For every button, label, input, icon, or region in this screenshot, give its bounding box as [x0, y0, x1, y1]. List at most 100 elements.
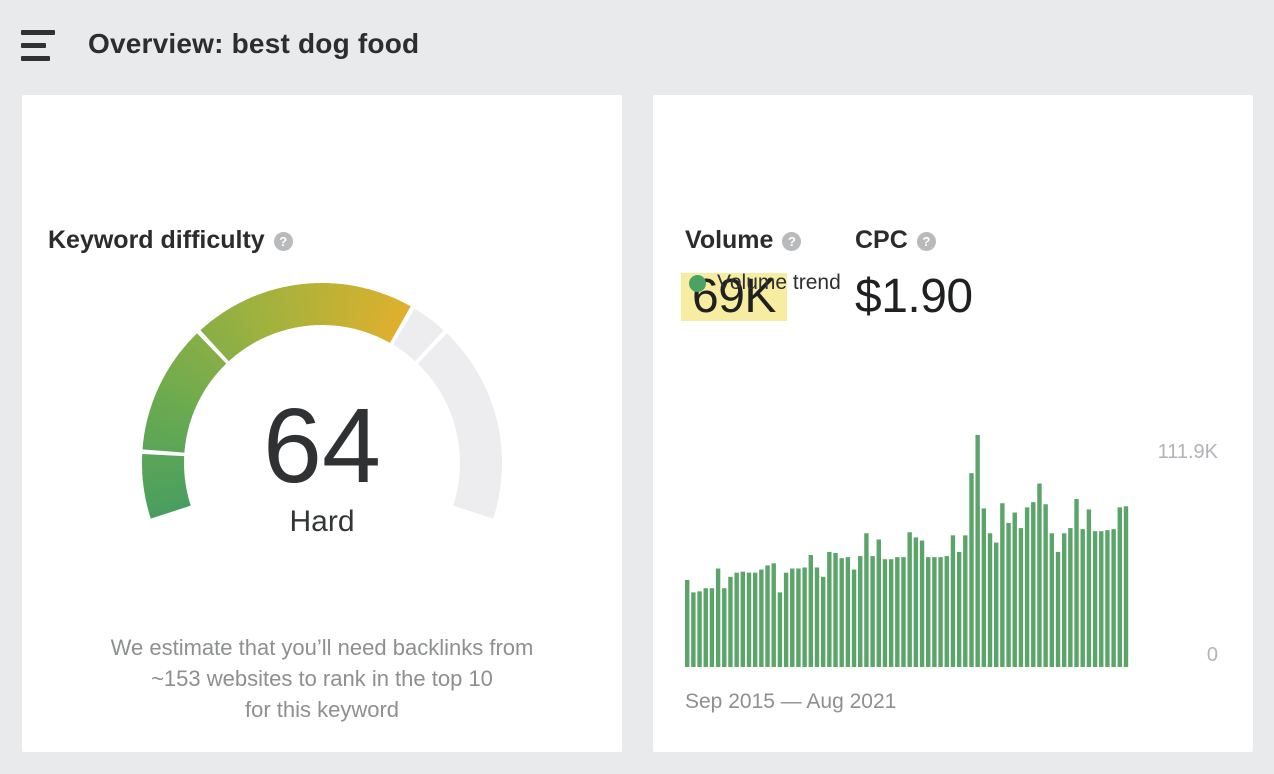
volume-title: Volume: [685, 226, 774, 254]
page-title: Overview: best dog food: [88, 28, 420, 59]
gauge-segment: [153, 390, 196, 414]
volume-bar: [814, 567, 820, 667]
difficulty-description-line: ~153 websites to rank in the top 10: [151, 666, 493, 691]
gauge-segment: [314, 282, 324, 326]
gauge-segment: [210, 316, 242, 355]
gauge-segment: [295, 283, 308, 327]
volume-bar: [839, 558, 844, 667]
gauge-segment: [143, 434, 186, 448]
volume-bar: [919, 540, 925, 667]
gauge-segment: [142, 441, 186, 453]
gauge-segment: [145, 489, 188, 507]
gauge-segment: [156, 384, 198, 409]
gauge-segment: [238, 299, 264, 341]
gauge-segment: [326, 283, 337, 326]
gauge-segment: [366, 292, 389, 335]
volume-bar: [1074, 499, 1079, 667]
volume-trend-legend: Volume trend: [689, 271, 841, 295]
volume-bar: [1117, 507, 1122, 667]
volume-bar: [975, 435, 980, 667]
volume-bar: [1105, 530, 1110, 667]
difficulty-description: We estimate that you’ll need backlinks f…: [22, 632, 622, 725]
volume-bar: [765, 565, 770, 667]
gauge-segment: [342, 284, 357, 328]
volume-bar: [969, 473, 974, 667]
volume-bar: [728, 576, 733, 667]
volume-bar: [734, 572, 739, 667]
gauge-segment: [376, 297, 401, 339]
volume-bar: [851, 569, 857, 667]
question-mark-icon[interactable]: ?: [273, 232, 293, 251]
gauge-segment: [192, 333, 227, 368]
volume-bar: [1018, 528, 1024, 667]
volume-bar: [938, 557, 943, 667]
volume-bar: [1055, 551, 1061, 667]
volume-bar: [981, 508, 987, 667]
volume-bar: [895, 557, 900, 667]
sidebar-toggle-icon[interactable]: [21, 30, 57, 62]
legend-dot-icon: [689, 274, 706, 292]
gauge-segment: [262, 290, 283, 333]
volume-bar: [963, 535, 968, 667]
volume-bar: [956, 551, 962, 667]
volume-bar: [1061, 533, 1067, 667]
keyword-difficulty-header: Keyword difficulty ?: [48, 226, 293, 255]
volume-bar: [913, 537, 919, 667]
gauge-segment: [144, 484, 187, 500]
question-mark-icon[interactable]: ?: [782, 232, 802, 251]
cpc-title: CPC: [855, 226, 908, 254]
volume-bar: [746, 572, 752, 667]
gauge-segment: [142, 464, 185, 474]
difficulty-grade-label: Hard: [289, 505, 355, 538]
gauge-segment: [162, 373, 203, 400]
volume-bar: [1092, 531, 1098, 667]
volume-trend-chart: [685, 435, 1129, 667]
gauge-segment: [347, 285, 363, 329]
volume-bar: [715, 568, 721, 667]
gauge-segment: [232, 302, 260, 344]
volume-bar: [864, 533, 869, 667]
gauge-segment: [200, 324, 234, 362]
keyword-difficulty-title: Keyword difficulty: [48, 226, 265, 254]
volume-bar: [1099, 531, 1104, 667]
gauge-segment: [151, 396, 194, 419]
volume-bar: [1006, 522, 1011, 667]
gauge-segment: [226, 305, 255, 346]
gauge-segment: [168, 362, 208, 391]
gauge-segment: [331, 283, 344, 326]
gauge-segment: [149, 402, 192, 423]
volume-bar: [994, 542, 999, 667]
volume-bar: [790, 568, 795, 667]
volume-bar: [820, 576, 826, 667]
legend-label: Volume trend: [717, 271, 841, 294]
volume-bar: [1012, 512, 1017, 667]
question-mark-icon[interactable]: ?: [916, 232, 936, 251]
volume-bar: [888, 559, 894, 667]
keyword-difficulty-card: Keyword difficulty ? 64 Hard We estimate…: [22, 95, 622, 752]
volume-bar: [1111, 529, 1116, 667]
volume-bar: [870, 556, 875, 667]
gauge-segment: [188, 336, 224, 371]
volume-bar: [796, 568, 801, 667]
volume-bar: [1068, 528, 1073, 667]
gauge-segment: [143, 479, 186, 494]
gauge-segment: [205, 320, 238, 358]
gauge-segment: [269, 288, 288, 332]
volume-bar: [802, 567, 807, 667]
cpc-header: CPC ?: [855, 226, 936, 255]
volume-bar: [808, 555, 813, 667]
gauge-segment: [371, 295, 395, 337]
volume-bar: [1049, 533, 1055, 667]
volume-bar: [1086, 509, 1092, 667]
volume-bar: [932, 557, 937, 667]
gauge-segment: [417, 333, 502, 519]
gauge-segment: [361, 290, 382, 333]
gauge-segment: [165, 367, 205, 396]
gauge-segment: [215, 312, 246, 352]
gauge-segment: [221, 309, 251, 349]
volume-bar: [882, 559, 888, 667]
gauge-segment: [288, 284, 303, 328]
volume-header: Volume ?: [685, 226, 802, 255]
gauge-segment: [183, 341, 221, 375]
